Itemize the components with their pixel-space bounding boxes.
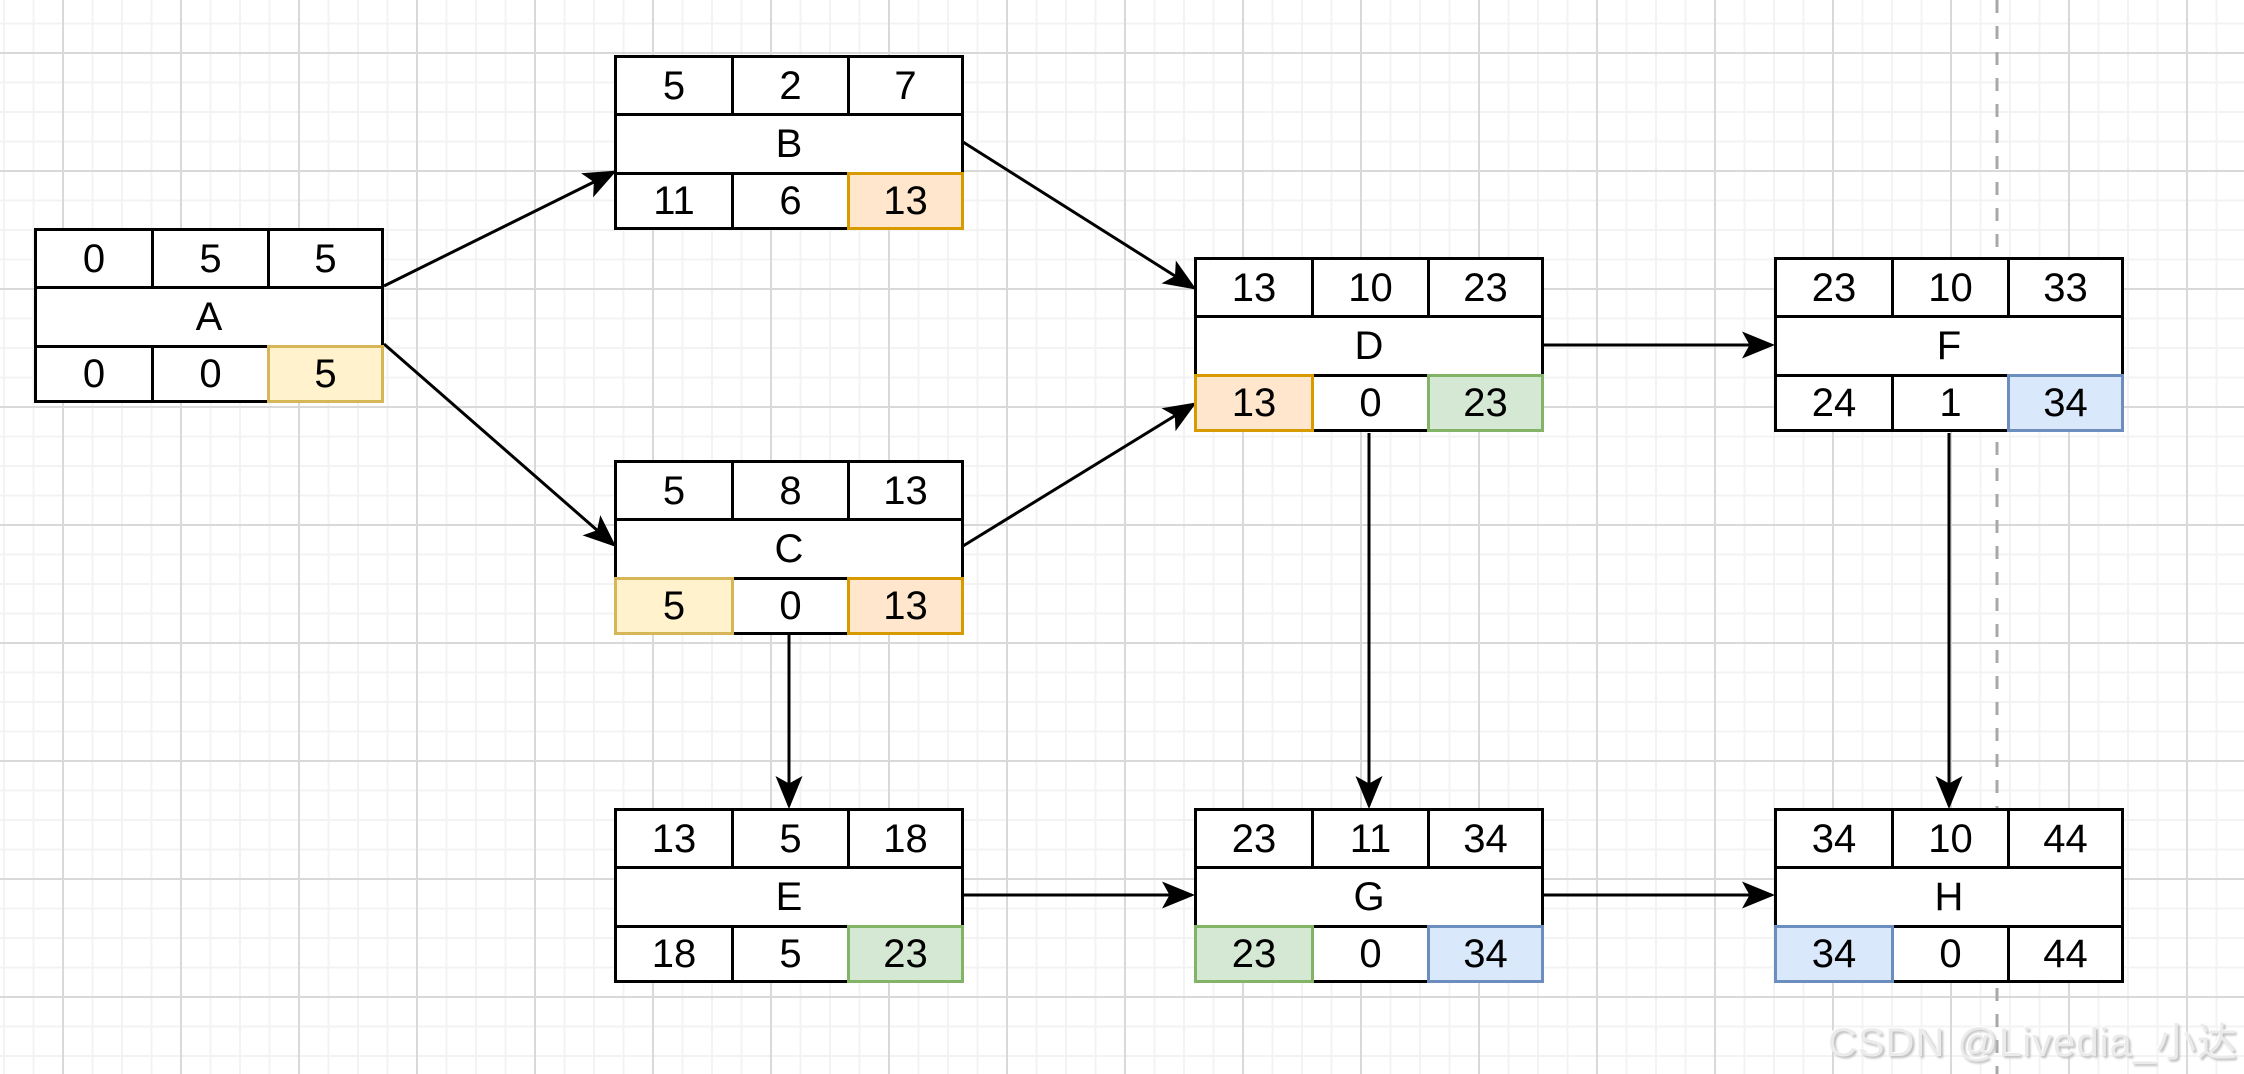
node-C-top-cell-1: 8: [731, 460, 850, 521]
node-D-label: D: [1194, 315, 1544, 377]
node-G-bottom-cell-1: 0: [1311, 925, 1430, 983]
node-E-top-cell-0: 13: [614, 808, 734, 869]
node-E-top-cell-2: 18: [847, 808, 964, 869]
node-A-top-cell-2: 5: [267, 228, 384, 289]
node-D-bottom-cell-0: 13: [1194, 374, 1314, 432]
activity-node-E: 13 5 18 E 18 5 23: [614, 808, 964, 983]
node-C-bottom-cell-2: 13: [847, 577, 964, 635]
edge-B-D: [962, 140, 1197, 290]
node-D-top-cell-2: 23: [1427, 257, 1544, 318]
node-E-bottom-cell-2: 23: [847, 925, 964, 983]
node-A-bottom-cell-1: 0: [151, 345, 270, 403]
activity-node-B: 5 2 7 B 11 6 13: [614, 55, 964, 230]
node-F-label: F: [1774, 315, 2124, 377]
watermark: CSDN @Livedia_小达: [1827, 1021, 2238, 1065]
activity-node-H: 34 10 44 H 34 0 44: [1774, 808, 2124, 983]
node-F-bottom-cell-0: 24: [1774, 374, 1894, 432]
node-E-top-cell-1: 5: [731, 808, 850, 869]
node-H-bottom-cell-2: 44: [2007, 925, 2124, 983]
node-E-label: E: [614, 866, 964, 928]
node-C-bottom-cell-1: 0: [731, 577, 850, 635]
node-F-bottom-cell-2: 34: [2007, 374, 2124, 432]
node-G-top-cell-2: 34: [1427, 808, 1544, 869]
edge-A-C: [383, 342, 617, 547]
node-A-label: A: [34, 286, 384, 348]
node-G-top-cell-0: 23: [1194, 808, 1314, 869]
node-B-bottom-cell-1: 6: [731, 172, 850, 230]
node-C-top-cell-2: 13: [847, 460, 964, 521]
node-F-top-cell-0: 23: [1774, 257, 1894, 318]
node-C-bottom-cell-0: 5: [614, 577, 734, 635]
node-H-top-cell-1: 10: [1891, 808, 2010, 869]
node-C-label: C: [614, 518, 964, 580]
node-E-bottom-cell-0: 18: [614, 925, 734, 983]
node-D-top-cell-0: 13: [1194, 257, 1314, 318]
node-B-label: B: [614, 113, 964, 175]
activity-node-C: 5 8 13 C 5 0 13: [614, 460, 964, 635]
node-D-top-cell-1: 10: [1311, 257, 1430, 318]
node-F-top-cell-2: 33: [2007, 257, 2124, 318]
node-A-bottom-cell-0: 0: [34, 345, 154, 403]
node-B-bottom-cell-2: 13: [847, 172, 964, 230]
node-H-top-cell-0: 34: [1774, 808, 1894, 869]
node-A-top-cell-1: 5: [151, 228, 270, 289]
node-C-top-cell-0: 5: [614, 460, 734, 521]
edge-C-D: [962, 402, 1197, 548]
node-F-top-cell-1: 10: [1891, 257, 2010, 318]
activity-node-D: 13 10 23 D 13 0 23: [1194, 257, 1544, 432]
node-H-label: H: [1774, 866, 2124, 928]
node-G-bottom-cell-2: 34: [1427, 925, 1544, 983]
activity-node-G: 23 11 34 G 23 0 34: [1194, 808, 1544, 983]
node-G-label: G: [1194, 866, 1544, 928]
node-H-bottom-cell-0: 34: [1774, 925, 1894, 983]
node-B-top-cell-2: 7: [847, 55, 964, 116]
node-F-bottom-cell-1: 1: [1891, 374, 2010, 432]
node-B-top-cell-1: 2: [731, 55, 850, 116]
node-B-top-cell-0: 5: [614, 55, 734, 116]
node-E-bottom-cell-1: 5: [731, 925, 850, 983]
node-D-bottom-cell-1: 0: [1311, 374, 1430, 432]
node-A-bottom-cell-2: 5: [267, 345, 384, 403]
node-D-bottom-cell-2: 23: [1427, 374, 1544, 432]
node-G-bottom-cell-0: 23: [1194, 925, 1314, 983]
node-H-bottom-cell-1: 0: [1891, 925, 2010, 983]
node-H-top-cell-2: 44: [2007, 808, 2124, 869]
edge-A-B: [383, 170, 617, 288]
node-B-bottom-cell-0: 11: [614, 172, 734, 230]
node-G-top-cell-1: 11: [1311, 808, 1430, 869]
activity-node-F: 23 10 33 F 24 1 34: [1774, 257, 2124, 432]
node-A-top-cell-0: 0: [34, 228, 154, 289]
